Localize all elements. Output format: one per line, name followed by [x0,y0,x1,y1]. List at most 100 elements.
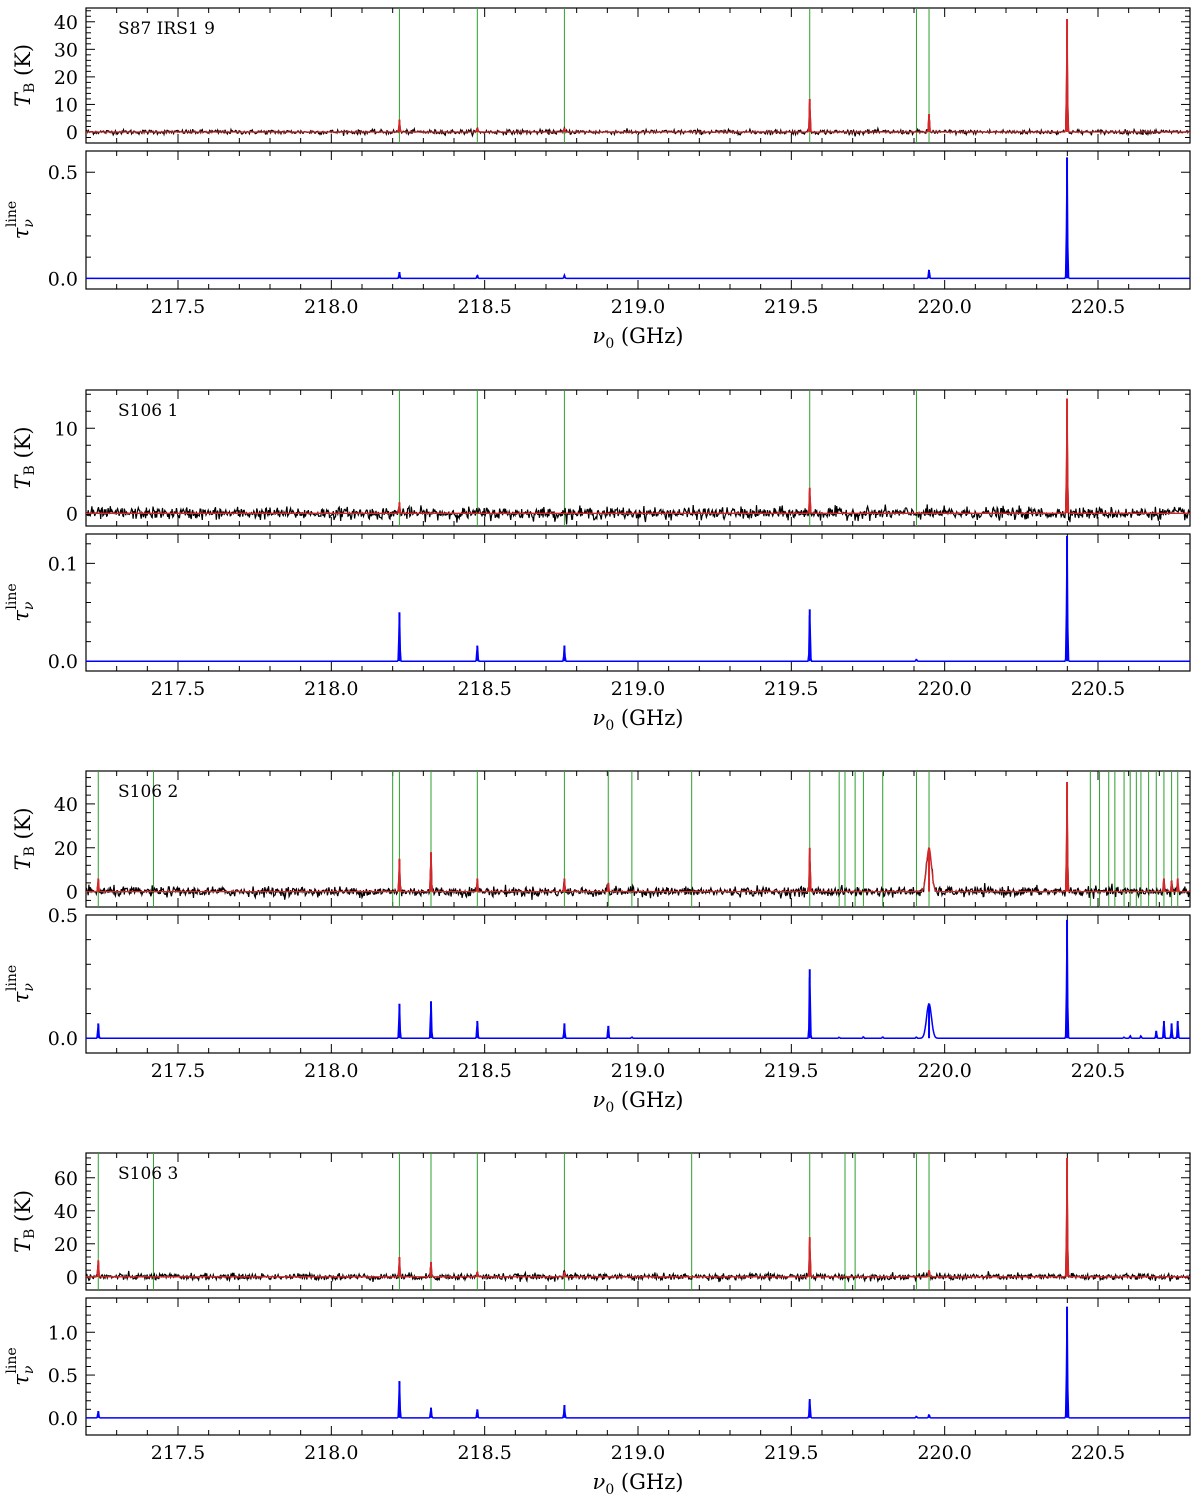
y-tick-label: 40 [54,1201,78,1223]
y-tick-label: 30 [54,39,78,61]
y-tick-label: 0.0 [48,268,78,290]
x-tick-label: 220.5 [1071,1442,1125,1464]
x-tick-label: 220.0 [917,296,971,318]
y-tick-label: 0.0 [48,1408,78,1430]
model-spectrum [86,399,1190,514]
y-tick-label: 0.5 [48,905,78,927]
observed-spectrum [86,26,1190,138]
x-axis-label: ν0 (GHz) [593,324,684,352]
y-axis-label-tb: TB (K) [11,44,38,107]
source-label: S87 IRS1 9 [118,19,215,39]
source-label: S106 3 [118,1164,178,1184]
model-spectrum [86,19,1190,133]
panel-group-4: 0 20 40 60 S106 3 TB (K) 217.5 218.0 218.5 219.0 2… [4,1152,1191,1498]
y-tick-label: 0.1 [48,553,78,575]
y-tick-label: 0.0 [48,651,78,673]
top-panel-frame [85,7,1191,144]
x-axis-label: ν0 (GHz) [593,706,684,734]
top-panel-frame [85,389,1191,527]
source-label: S106 2 [118,782,178,802]
y-tick-label: 0 [66,122,78,144]
x-tick-label: 219.5 [764,678,818,700]
x-tick-label: 220.5 [1071,678,1125,700]
x-tick-label: 219.0 [611,1442,665,1464]
x-tick-label: 220.0 [917,1060,971,1082]
y-tick-label: 0.5 [48,1365,78,1387]
x-tick-label: 217.5 [151,1442,205,1464]
bottom-plot-area [86,1306,1190,1419]
y-tick-label: 0.5 [48,162,78,184]
x-tick-label: 217.5 [151,296,205,318]
y-tick-label: 20 [54,1234,78,1256]
bottom-plot-area [86,157,1190,280]
bottom-panel-frame [85,914,1191,1054]
x-tick-label: 218.5 [457,678,511,700]
y-tick-label: 0 [66,1267,78,1289]
observed-spectrum [86,791,1190,900]
tau-spectrum [86,920,1190,1039]
panel-group-2: 0 10 S106 1 TB (K) 217.5 218.0 218.5 219.0 219.5… [4,389,1191,734]
panel-group-3: 0 20 40 S106 2 TB (K) 217.5 218.0 218.5 219.0 219… [4,770,1191,1116]
y-tick-label: 20 [54,67,78,89]
x-tick-label: 220.0 [917,1442,971,1464]
x-tick-label: 219.5 [764,296,818,318]
x-tick-label: 219.0 [611,678,665,700]
tau-spectrum [86,158,1190,280]
source-label: S106 1 [118,401,178,421]
top-plot-area [86,8,1190,143]
y-tick-label: 10 [54,94,78,116]
y-axis-label-tau: τνline [4,201,37,239]
x-tick-label: 218.0 [304,296,358,318]
y-axis-label-tb: TB (K) [11,807,38,870]
x-tick-label: 217.5 [151,678,205,700]
x-tick-label: 220.0 [917,678,971,700]
x-tick-label: 218.0 [304,1060,358,1082]
tau-spectrum [86,1307,1190,1419]
y-tick-label: 40 [54,12,78,34]
top-panel-frame [85,770,1191,908]
y-tick-label: 0 [66,882,78,904]
x-tick-label: 220.5 [1071,1060,1125,1082]
observed-spectrum [86,406,1190,525]
x-tick-label: 218.5 [457,296,511,318]
y-tick-label: 10 [54,418,78,440]
bottom-panel-frame [85,1297,1191,1436]
y-tick-label: 1.0 [48,1322,78,1344]
y-tick-label: 40 [54,794,78,816]
x-axis-label: ν0 (GHz) [593,1470,684,1498]
y-axis-label-tau: τνline [4,965,37,1003]
x-tick-label: 220.5 [1071,296,1125,318]
top-plot-area [86,390,1190,526]
x-tick-label: 219.0 [611,296,665,318]
y-tick-label: 0 [66,503,78,525]
top-plot-area [86,771,1190,907]
x-tick-label: 219.0 [611,1060,665,1082]
y-tick-label: 0.0 [48,1028,78,1050]
y-tick-label: 20 [54,838,78,860]
x-tick-label: 218.5 [457,1442,511,1464]
bottom-plot-area [86,919,1190,1039]
x-axis-label: ν0 (GHz) [593,1088,684,1116]
x-tick-label: 218.0 [304,1442,358,1464]
y-axis-label-tau: τνline [4,1347,37,1385]
panel-group-1: 0 10 20 30 40 S87 IRS1 9 TB (K) 217.5 218.0 218.5… [4,7,1191,352]
top-panel-frame [85,1152,1191,1291]
y-axis-label-tau: τνline [4,583,37,621]
x-tick-label: 218.5 [457,1060,511,1082]
x-tick-label: 219.5 [764,1060,818,1082]
x-tick-label: 219.5 [764,1442,818,1464]
y-axis-label-tb: TB (K) [11,1190,38,1253]
bottom-plot-area [86,535,1190,662]
x-tick-label: 218.0 [304,678,358,700]
bottom-panel-frame [85,150,1191,290]
y-tick-label: 60 [54,1168,78,1190]
x-tick-label: 217.5 [151,1060,205,1082]
tau-spectrum [86,536,1190,662]
top-plot-area [86,1153,1190,1290]
y-axis-label-tb: TB (K) [11,426,38,489]
observed-spectrum [86,1163,1190,1284]
model-spectrum [86,1158,1190,1278]
model-spectrum [86,782,1190,893]
bottom-panel-frame [85,533,1191,672]
